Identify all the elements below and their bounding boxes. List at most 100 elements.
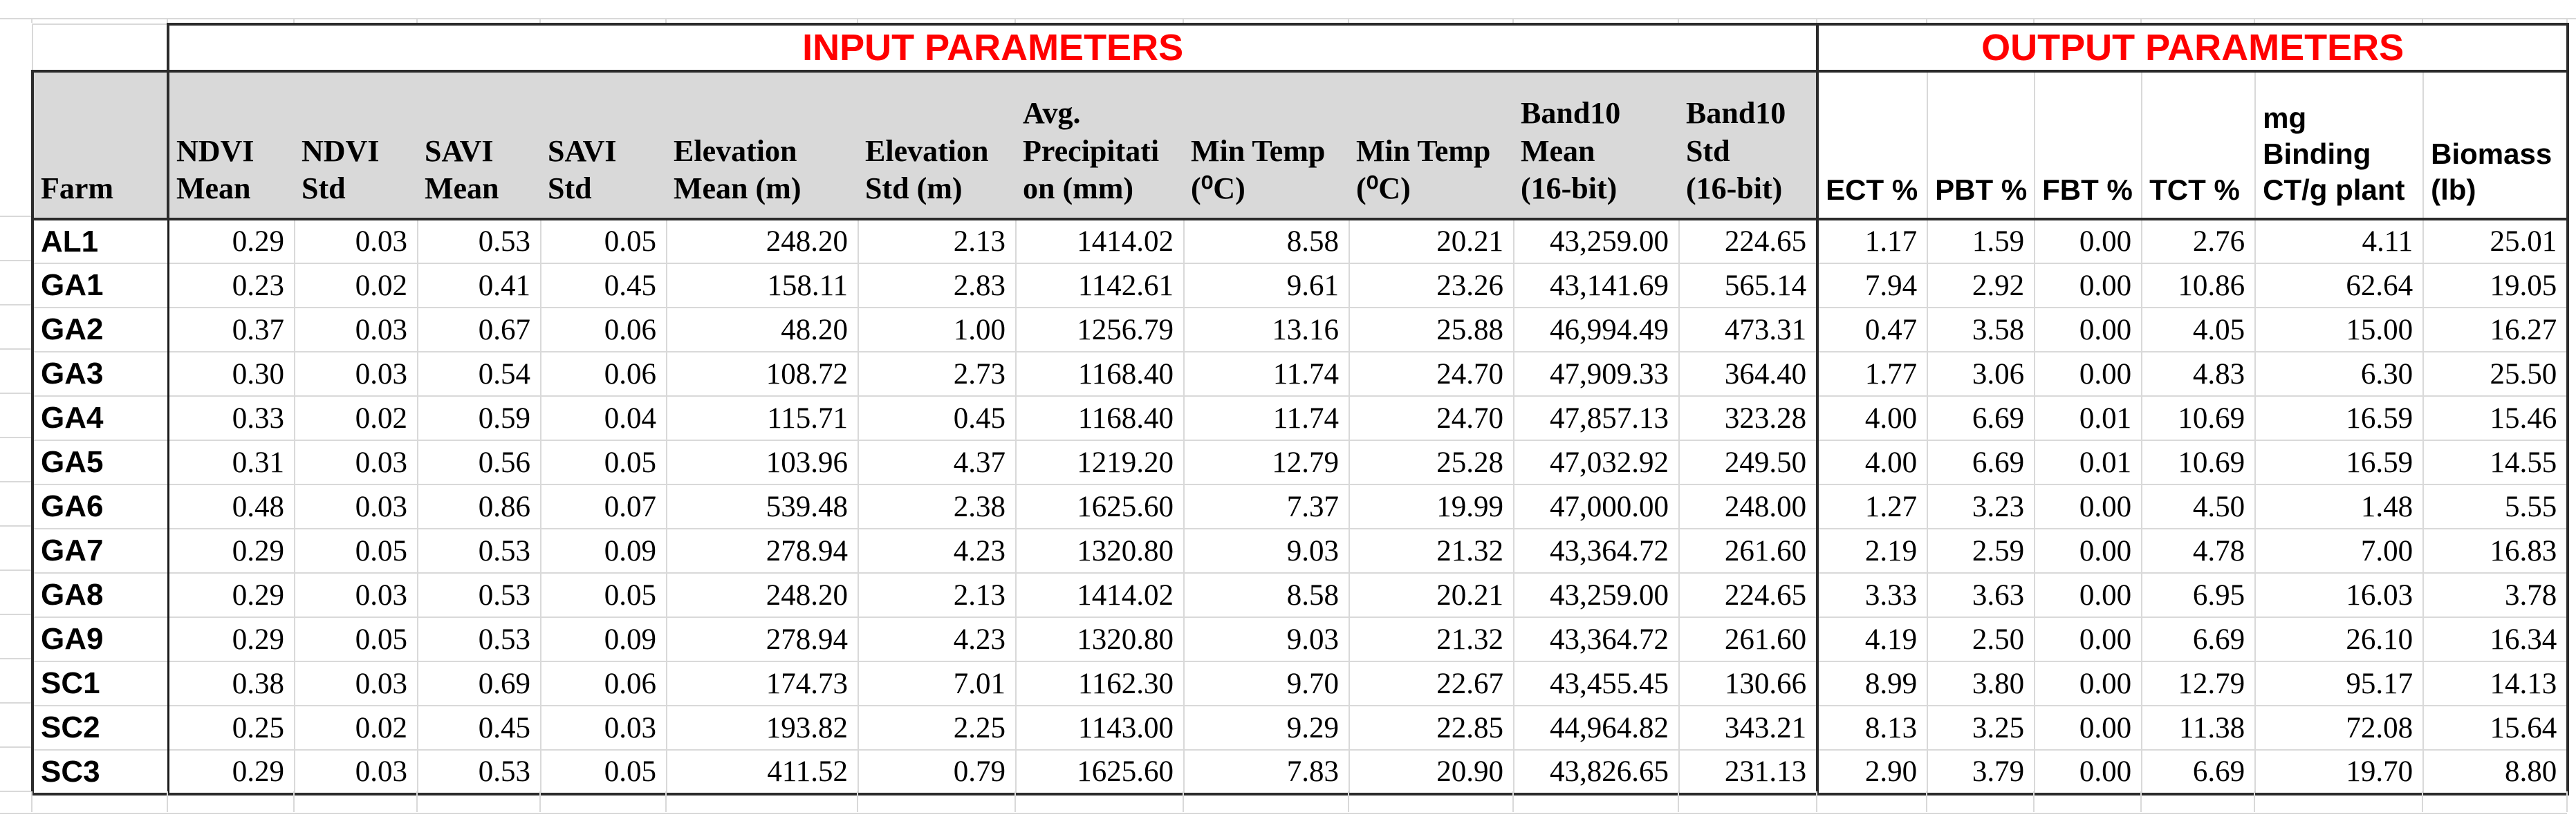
cell-ga3-tct-pct[interactable]: 4.83 — [2141, 352, 2257, 397]
cell-ga5-savi-mean[interactable]: 0.56 — [417, 440, 541, 485]
cell-sc3-elevation-mean[interactable]: 411.52 — [666, 750, 859, 796]
cell-ga5-ndvi-std[interactable]: 0.03 — [294, 440, 418, 485]
cell-ga5-min-temp-1[interactable]: 12.79 — [1183, 440, 1350, 485]
cell-ga5-min-temp-2[interactable]: 25.28 — [1349, 440, 1514, 485]
cell-sc1-avg-precipitation[interactable]: 1162.30 — [1015, 661, 1185, 706]
cell-ga3-band10-mean[interactable]: 47,909.33 — [1513, 352, 1680, 397]
cell-ga2-pbt-pct[interactable]: 3.58 — [1927, 308, 2036, 352]
cell-sc1-savi-std[interactable]: 0.06 — [540, 661, 667, 706]
cell-ga9-elevation-mean[interactable]: 278.94 — [666, 617, 859, 662]
cell-al1-min-temp-1[interactable]: 8.58 — [1183, 219, 1350, 264]
cell-ga1-band10-std[interactable]: 565.14 — [1678, 263, 1819, 308]
column-header-mg-binding-ct[interactable]: mg Binding CT/g plant — [2254, 71, 2424, 220]
cell-ga4-biomass[interactable]: 15.46 — [2422, 396, 2570, 441]
cell-ga9-fbt-pct[interactable]: 0.00 — [2034, 617, 2143, 662]
cell-al1-band10-std[interactable]: 224.65 — [1678, 219, 1819, 264]
cell-ga6-band10-mean[interactable]: 47,000.00 — [1513, 484, 1680, 529]
cell-sc2-pbt-pct[interactable]: 3.25 — [1927, 706, 2036, 751]
cell-ga9-ndvi-mean[interactable]: 0.29 — [167, 617, 295, 662]
cell-ga2-mg-binding-ct[interactable]: 15.00 — [2254, 308, 2425, 352]
cell-sc1-elevation-mean[interactable]: 174.73 — [666, 661, 859, 706]
cell-ga7-ndvi-std[interactable]: 0.05 — [294, 529, 418, 574]
cell-ga3-avg-precipitation[interactable]: 1168.40 — [1015, 352, 1185, 397]
cell-al1-biomass[interactable]: 25.01 — [2422, 219, 2570, 264]
cell-ga7-elevation-std[interactable]: 4.23 — [858, 529, 1017, 574]
cell-ga4-ndvi-std[interactable]: 0.02 — [294, 396, 418, 441]
cell-ga2-elevation-std[interactable]: 1.00 — [858, 308, 1017, 352]
column-header-min-temp-1[interactable]: Min Temp (⁰C) — [1184, 71, 1349, 220]
cell-ga9-elevation-std[interactable]: 4.23 — [858, 617, 1017, 662]
cell-ga4-mg-binding-ct[interactable]: 16.59 — [2254, 396, 2425, 441]
cell-sc1-savi-mean[interactable]: 0.69 — [417, 661, 541, 706]
cell-ga2-tct-pct[interactable]: 4.05 — [2141, 308, 2257, 352]
cell-sc2-band10-std[interactable]: 343.21 — [1678, 706, 1819, 751]
cell-ga5-fbt-pct[interactable]: 0.01 — [2034, 440, 2143, 485]
cell-ga3-elevation-mean[interactable]: 108.72 — [666, 352, 859, 397]
cell-sc2-elevation-std[interactable]: 2.25 — [858, 706, 1017, 751]
cell-ga9-avg-precipitation[interactable]: 1320.80 — [1015, 617, 1185, 662]
cell-ga1-ndvi-std[interactable]: 0.02 — [294, 263, 418, 308]
row-label-sc3[interactable]: SC3 — [31, 750, 169, 796]
cell-ga6-avg-precipitation[interactable]: 1625.60 — [1015, 484, 1185, 529]
cell-sc2-ndvi-std[interactable]: 0.02 — [294, 706, 418, 751]
column-header-pbt-pct[interactable]: PBT % — [1927, 71, 2035, 220]
cell-ga7-ndvi-mean[interactable]: 0.29 — [167, 529, 295, 574]
cell-ga1-savi-std[interactable]: 0.45 — [540, 263, 667, 308]
cell-ga5-mg-binding-ct[interactable]: 16.59 — [2254, 440, 2425, 485]
cell-ga6-tct-pct[interactable]: 4.50 — [2141, 484, 2257, 529]
cell-ga1-band10-mean[interactable]: 43,141.69 — [1513, 263, 1680, 308]
cell-sc3-ndvi-mean[interactable]: 0.29 — [167, 750, 295, 796]
cell-ga2-elevation-mean[interactable]: 48.20 — [666, 308, 859, 352]
cell-ga5-pbt-pct[interactable]: 6.69 — [1927, 440, 2036, 485]
cell-al1-tct-pct[interactable]: 2.76 — [2141, 219, 2257, 264]
cell-ga4-min-temp-1[interactable]: 11.74 — [1183, 396, 1350, 441]
cell-ga1-ndvi-mean[interactable]: 0.23 — [167, 263, 295, 308]
cell-ga7-fbt-pct[interactable]: 0.00 — [2034, 529, 2143, 574]
cell-ga7-biomass[interactable]: 16.83 — [2422, 529, 2570, 574]
cell-sc1-mg-binding-ct[interactable]: 95.17 — [2254, 661, 2425, 706]
cell-sc2-min-temp-2[interactable]: 22.85 — [1349, 706, 1514, 751]
cell-al1-band10-mean[interactable]: 43,259.00 — [1513, 219, 1680, 264]
cell-ga8-band10-mean[interactable]: 43,259.00 — [1513, 573, 1680, 618]
cell-ga1-avg-precipitation[interactable]: 1142.61 — [1015, 263, 1185, 308]
cell-ga4-savi-std[interactable]: 0.04 — [540, 396, 667, 441]
cell-ga1-fbt-pct[interactable]: 0.00 — [2034, 263, 2143, 308]
cell-ga3-ect-pct[interactable]: 1.77 — [1817, 352, 1929, 397]
cell-ga2-min-temp-2[interactable]: 25.88 — [1349, 308, 1514, 352]
cell-ga8-avg-precipitation[interactable]: 1414.02 — [1015, 573, 1185, 618]
cell-ga2-fbt-pct[interactable]: 0.00 — [2034, 308, 2143, 352]
cell-ga6-mg-binding-ct[interactable]: 1.48 — [2254, 484, 2425, 529]
cell-ga3-mg-binding-ct[interactable]: 6.30 — [2254, 352, 2425, 397]
cell-ga3-band10-std[interactable]: 364.40 — [1678, 352, 1819, 397]
cell-ga7-min-temp-1[interactable]: 9.03 — [1183, 529, 1350, 574]
cell-ga4-elevation-mean[interactable]: 115.71 — [666, 396, 859, 441]
cell-sc1-tct-pct[interactable]: 12.79 — [2141, 661, 2257, 706]
cell-ga5-avg-precipitation[interactable]: 1219.20 — [1015, 440, 1185, 485]
cell-ga6-ect-pct[interactable]: 1.27 — [1817, 484, 1929, 529]
cell-al1-savi-std[interactable]: 0.05 — [540, 219, 667, 264]
cell-ga1-elevation-mean[interactable]: 158.11 — [666, 263, 859, 308]
cell-ga6-savi-std[interactable]: 0.07 — [540, 484, 667, 529]
cell-al1-elevation-std[interactable]: 2.13 — [858, 219, 1017, 264]
cell-ga1-biomass[interactable]: 19.05 — [2422, 263, 2570, 308]
cell-al1-avg-precipitation[interactable]: 1414.02 — [1015, 219, 1185, 264]
cell-ga6-ndvi-mean[interactable]: 0.48 — [167, 484, 295, 529]
cell-sc1-ect-pct[interactable]: 8.99 — [1817, 661, 1929, 706]
cell-ga3-ndvi-std[interactable]: 0.03 — [294, 352, 418, 397]
cell-sc3-band10-mean[interactable]: 43,826.65 — [1513, 750, 1680, 796]
cell-ga3-ndvi-mean[interactable]: 0.30 — [167, 352, 295, 397]
cell-ga4-band10-std[interactable]: 323.28 — [1678, 396, 1819, 441]
cell-ga9-mg-binding-ct[interactable]: 26.10 — [2254, 617, 2425, 662]
cell-ga2-avg-precipitation[interactable]: 1256.79 — [1015, 308, 1185, 352]
cell-ga4-min-temp-2[interactable]: 24.70 — [1349, 396, 1514, 441]
cell-ga9-ect-pct[interactable]: 4.19 — [1817, 617, 1929, 662]
cell-ga6-pbt-pct[interactable]: 3.23 — [1927, 484, 2036, 529]
cell-ga2-biomass[interactable]: 16.27 — [2422, 308, 2570, 352]
cell-ga4-ndvi-mean[interactable]: 0.33 — [167, 396, 295, 441]
row-label-ga1[interactable]: GA1 — [31, 263, 169, 308]
cell-ga7-min-temp-2[interactable]: 21.32 — [1349, 529, 1514, 574]
cell-ga9-band10-std[interactable]: 261.60 — [1678, 617, 1819, 662]
cell-ga8-tct-pct[interactable]: 6.95 — [2141, 573, 2257, 618]
cell-ga8-elevation-mean[interactable]: 248.20 — [666, 573, 859, 618]
cell-ga2-savi-mean[interactable]: 0.67 — [417, 308, 541, 352]
